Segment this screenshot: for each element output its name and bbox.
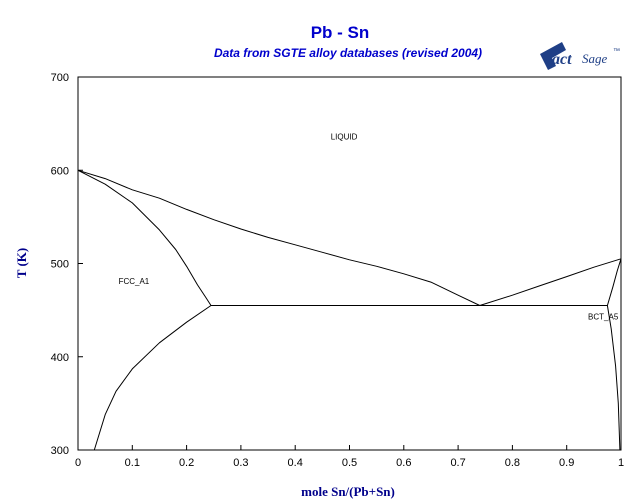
x-axis-title: mole Sn/(Pb+Sn) bbox=[301, 484, 395, 499]
factsage-logo-sage: Sage bbox=[582, 51, 608, 66]
region-label-bct-a5: BCT_A5 bbox=[588, 312, 619, 321]
x-tick-label: 0.4 bbox=[288, 457, 303, 469]
phase-boundary-liquidus-right bbox=[479, 258, 622, 306]
phase-boundary-solidus-right bbox=[606, 258, 622, 306]
factsage-logo-act: act bbox=[552, 51, 572, 68]
y-tick-label: 700 bbox=[51, 72, 69, 84]
x-tick-label: 0.8 bbox=[505, 457, 520, 469]
x-tick-label: 0.5 bbox=[342, 457, 357, 469]
factsage-logo-mark bbox=[540, 42, 566, 70]
x-tick-label: 0.9 bbox=[559, 457, 574, 469]
x-axis: 0 0.1 0.2 0.3 0.4 0.5 0.6 0.7 0.8 0.9 1 bbox=[75, 445, 624, 469]
chart-subtitle: Data from SGTE alloy databases (revised … bbox=[214, 46, 482, 60]
chart-title: Pb - Sn bbox=[311, 23, 370, 42]
x-tick-label: 0 bbox=[75, 457, 81, 469]
phase-region-labels: LIQUID FCC_A1 BCT_A5 bbox=[119, 132, 619, 321]
phase-boundary-liquidus-left bbox=[77, 169, 481, 306]
x-tick-label: 1 bbox=[618, 457, 624, 469]
y-tick-label: 300 bbox=[51, 445, 69, 457]
y-axis-title: T (K) bbox=[14, 248, 29, 278]
x-tick-label: 0.7 bbox=[450, 457, 465, 469]
factsage-logo: act Sage ™ bbox=[540, 42, 620, 70]
x-tick-label: 0.6 bbox=[396, 457, 411, 469]
y-axis: 300 400 500 600 700 bbox=[51, 72, 83, 457]
x-tick-label: 0.2 bbox=[179, 457, 194, 469]
y-tick-label: 600 bbox=[51, 165, 69, 177]
factsage-logo-tm: ™ bbox=[613, 48, 620, 55]
phase-boundary-solidus-left bbox=[77, 169, 212, 306]
phase-boundary-solvus-left bbox=[93, 305, 212, 451]
region-label-fcc-a1: FCC_A1 bbox=[119, 277, 150, 286]
x-tick-label: 0.3 bbox=[233, 457, 248, 469]
phase-boundaries bbox=[77, 169, 622, 451]
y-tick-label: 400 bbox=[51, 352, 69, 364]
phase-boundary-solvus-right bbox=[606, 305, 621, 451]
region-label-liquid: LIQUID bbox=[331, 132, 358, 141]
x-tick-label: 0.1 bbox=[125, 457, 140, 469]
y-tick-label: 500 bbox=[51, 259, 69, 271]
